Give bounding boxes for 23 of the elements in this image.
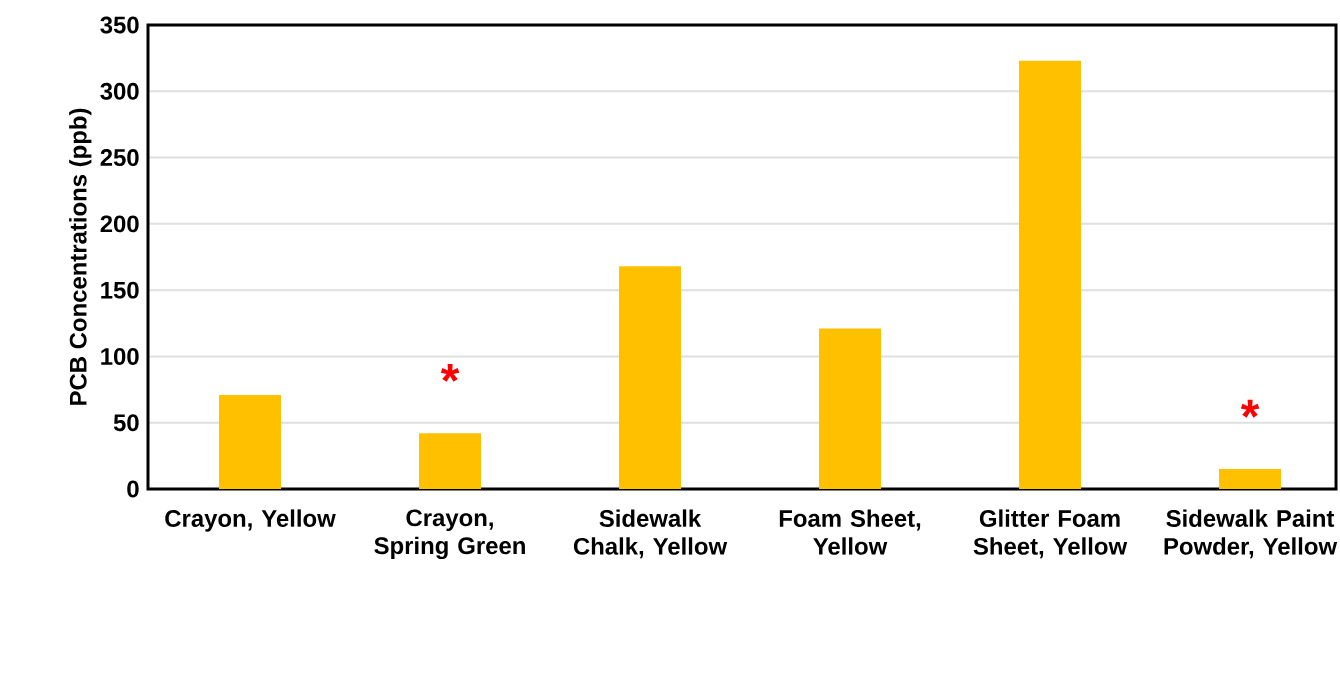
y-tick-label: 150 [101,281,139,299]
y-tick-label: 350 [100,16,139,34]
bar [419,433,482,489]
bar [219,394,281,489]
y-tick-label: 0 [127,480,139,498]
x-tick-label: Sidewalk Paint Powder, Yellow [1164,509,1338,559]
y-tick-label: 300 [100,82,139,100]
y-tick-label: 200 [100,215,139,233]
bar [619,266,682,489]
x-tick-label: Crayon, Yellow [165,509,336,532]
y-tick-label: 100 [101,347,139,365]
x-tick-label: Foam Sheet, Yellow [779,509,921,555]
annotation: * [1240,399,1260,418]
x-tick-label: Crayon, Spring Green [374,509,525,560]
bar [1019,60,1082,489]
x-tick-label: Glitter Foam Sheet, Yellow [973,509,1128,559]
annotation: * [440,364,460,382]
bar [819,328,882,489]
y-tick-label: 250 [100,149,139,167]
y-tick-label: 50 [113,414,139,432]
bar [1219,469,1282,489]
y-axis-title: PCB Concentrations (ppb) [69,108,92,405]
x-tick-label: Sidewalk Chalk, Yellow [573,509,728,559]
